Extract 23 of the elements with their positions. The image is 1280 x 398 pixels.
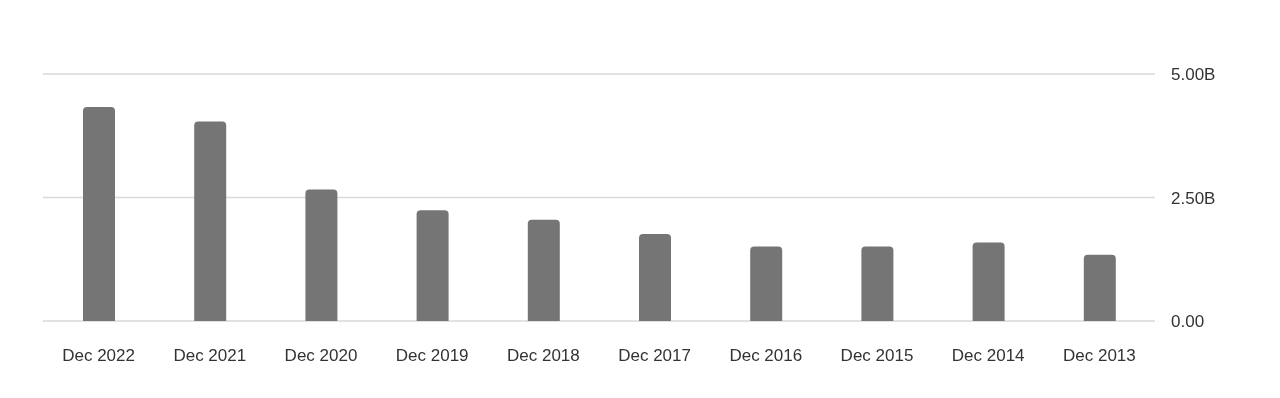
x-tick-label: Dec 2015 (840, 346, 914, 366)
y-tick-label: 5.00B (1171, 65, 1216, 85)
y-tick-label: 2.50B (1171, 188, 1216, 208)
bar (527, 219, 560, 321)
bar (305, 189, 338, 321)
x-tick-label: Dec 2016 (729, 346, 803, 366)
bar (972, 242, 1005, 321)
x-tick-label: Dec 2019 (395, 346, 469, 366)
y-tick-label: 0.00 (1171, 312, 1205, 332)
x-tick-label: Dec 2017 (618, 346, 691, 366)
x-tick-label: Dec 2014 (951, 346, 1025, 366)
x-tick-label: Dec 2020 (284, 346, 358, 366)
bar (194, 121, 227, 321)
bar (750, 246, 783, 321)
bar (1083, 254, 1116, 321)
x-tick-label: Dec 2013 (1063, 346, 1136, 366)
x-tick-label: Dec 2022 (62, 346, 135, 366)
x-tick-label: Dec 2021 (173, 346, 247, 366)
bar (639, 234, 671, 321)
bar (861, 246, 894, 321)
bar (83, 107, 115, 321)
x-tick-label: Dec 2018 (507, 346, 580, 366)
bar (416, 210, 449, 321)
